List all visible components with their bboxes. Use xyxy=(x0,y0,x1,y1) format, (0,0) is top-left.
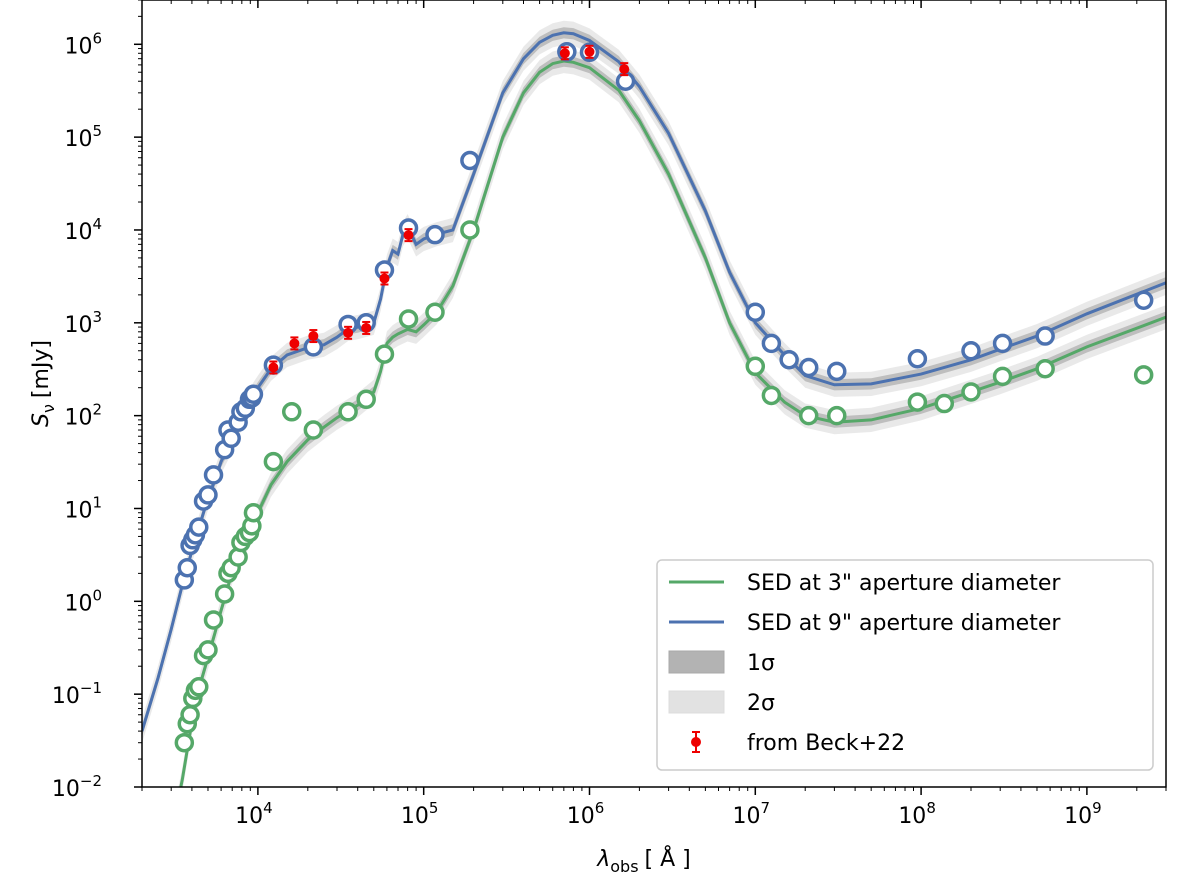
beck22-point xyxy=(361,320,372,335)
legend-label: 1σ xyxy=(747,651,775,676)
legend-patch-swatch xyxy=(668,650,725,674)
photometry-point-blue xyxy=(907,349,928,369)
photometry-point-green xyxy=(934,393,955,414)
beck22-point xyxy=(289,336,300,351)
photometry-point-blue xyxy=(1035,326,1055,346)
x-axis-title: λobs[ Å ] xyxy=(596,845,691,876)
beck22-point xyxy=(584,44,595,59)
photometry-point-green xyxy=(1133,365,1154,385)
axis-labels: 104 105 106 107 108 109 10−2 10−1 100 101 102 103 10… xyxy=(29,29,1102,876)
photometry-point-green xyxy=(460,220,480,240)
axes-frame xyxy=(141,0,1167,788)
legend-entry: from Beck+22 xyxy=(691,731,905,756)
photometry-point-green xyxy=(425,302,445,322)
photometry-point-green xyxy=(398,309,419,329)
x-tick-label: 106 xyxy=(567,799,605,829)
photometry-point-green xyxy=(243,502,264,523)
photometry-point-blue xyxy=(1133,290,1154,310)
photometry-point-green xyxy=(798,405,819,426)
photometry-point-green xyxy=(303,420,324,440)
y-tick-label: 102 xyxy=(64,401,102,431)
photometry-point-blue xyxy=(243,384,264,405)
photometry-point-green xyxy=(180,705,200,725)
beck22-point xyxy=(343,325,354,340)
x-tick-label: 108 xyxy=(898,799,936,829)
photometry-point-green xyxy=(374,344,395,364)
legend-label: 2σ xyxy=(747,691,775,716)
legend-label: SED at 9" aperture diameter xyxy=(747,611,1061,636)
photometry-point-green xyxy=(263,451,284,472)
photometry-point-blue xyxy=(745,302,766,322)
y-tick-label: 103 xyxy=(64,308,102,338)
beck22-point xyxy=(379,271,390,286)
y-tick-label: 10−2 xyxy=(52,772,102,802)
photometry-point-blue xyxy=(203,465,224,485)
legend-entry: SED at 9" aperture diameter xyxy=(669,611,1061,636)
photometry-point-green xyxy=(214,584,235,604)
beck22-point xyxy=(403,228,414,243)
photometry-point-green xyxy=(198,640,218,660)
photometry-point-blue xyxy=(177,557,198,578)
photometry-point-green xyxy=(745,356,766,377)
x-tick-label: 107 xyxy=(733,799,771,829)
y-tick-label: 100 xyxy=(64,586,102,616)
beck22-point xyxy=(268,360,279,375)
photometry-point-green xyxy=(174,732,195,753)
y-tick-label: 106 xyxy=(64,29,102,59)
beck22-point xyxy=(559,46,570,61)
beck22-point xyxy=(619,62,630,77)
legend-entry: SED at 3" aperture diameter xyxy=(669,571,1061,596)
photometry-point-blue xyxy=(460,150,480,171)
photometry-point-green xyxy=(281,402,302,422)
legend-entry: 1σ xyxy=(668,650,775,676)
legend-errorbar-swatch xyxy=(691,737,701,747)
photometry-point-blue xyxy=(221,428,241,449)
legend-label: from Beck+22 xyxy=(747,731,905,756)
beck22-point xyxy=(308,329,319,344)
photometry-point-blue xyxy=(961,341,981,361)
y-tick-label: 105 xyxy=(64,122,102,152)
photometry-point-blue xyxy=(827,361,847,382)
legend: SED at 3" aperture diameter SED at 9" ape… xyxy=(656,559,1154,771)
legend-box xyxy=(656,559,1154,771)
photometry-point-blue xyxy=(198,485,218,505)
y-tick-label: 104 xyxy=(64,215,102,245)
photometry-point-green xyxy=(961,382,981,402)
y-axis-title: Sν[mJy] xyxy=(29,340,58,427)
photometry-point-green xyxy=(338,402,358,422)
x-tick-label: 105 xyxy=(401,799,439,829)
photometry-point-blue xyxy=(798,357,819,378)
photometry-point-blue xyxy=(189,517,209,537)
photometry-point-green xyxy=(992,366,1013,387)
y-tick-label: 10−1 xyxy=(52,679,102,709)
legend-patch-swatch xyxy=(668,690,725,714)
photometry-point-blue xyxy=(779,350,799,370)
photometry-point-green xyxy=(761,385,782,406)
photometry-point-green xyxy=(827,405,847,426)
legend-entry: 2σ xyxy=(668,690,775,716)
x-tick-label: 104 xyxy=(235,799,273,829)
photometry-point-green xyxy=(907,392,928,412)
photometry-point-green xyxy=(189,677,209,697)
x-tick-label: 109 xyxy=(1064,799,1102,829)
photometry-point-green xyxy=(1035,359,1055,379)
photometry-point-blue xyxy=(761,333,782,354)
data-markers xyxy=(174,42,1154,753)
photometry-point-blue xyxy=(992,333,1013,354)
axes xyxy=(134,0,1167,795)
legend-label: SED at 3" aperture diameter xyxy=(747,571,1061,596)
photometry-point-blue xyxy=(425,224,445,245)
photometry-point-green xyxy=(356,389,376,410)
photometry-point-green xyxy=(203,610,224,630)
y-tick-label: 101 xyxy=(64,493,102,523)
